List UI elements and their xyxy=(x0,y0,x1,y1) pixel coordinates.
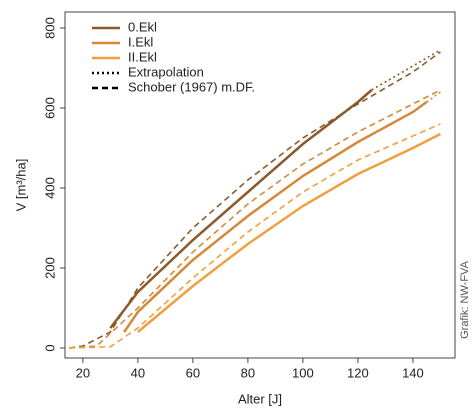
x-axis-label: Alter [J] xyxy=(238,391,282,406)
x-tick-label: 140 xyxy=(402,365,424,380)
x-tick-label: 40 xyxy=(131,365,145,380)
legend-label: 0.Ekl xyxy=(128,19,157,34)
series-line xyxy=(123,100,428,333)
y-tick-label: 800 xyxy=(42,17,57,39)
x-tick-label: 80 xyxy=(241,365,255,380)
plot-frame xyxy=(64,11,456,359)
y-tick-label: 200 xyxy=(42,257,57,279)
series-line xyxy=(69,89,441,349)
legend-label: I.Ekl xyxy=(128,34,153,49)
x-tick-label: 100 xyxy=(292,365,314,380)
y-tick-label: 0 xyxy=(42,344,57,351)
series-line xyxy=(69,51,441,349)
series-line xyxy=(371,49,441,91)
series-line xyxy=(109,89,373,329)
y-tick-label: 400 xyxy=(42,177,57,199)
y-tick-label: 600 xyxy=(42,97,57,119)
credit: Grafik: NW-FVA xyxy=(459,260,471,338)
legend-label: Schober (1967) m.DF. xyxy=(128,79,255,94)
y-axis-label: V [m³/ha] xyxy=(13,159,28,212)
legend-label: Extrapolation xyxy=(128,64,204,79)
series-line xyxy=(69,123,441,349)
x-tick-label: 60 xyxy=(186,365,200,380)
legend-label: II.Ekl xyxy=(128,49,157,64)
x-tick-label: 20 xyxy=(76,365,90,380)
x-tick-label: 120 xyxy=(347,365,369,380)
series-line xyxy=(137,132,441,333)
